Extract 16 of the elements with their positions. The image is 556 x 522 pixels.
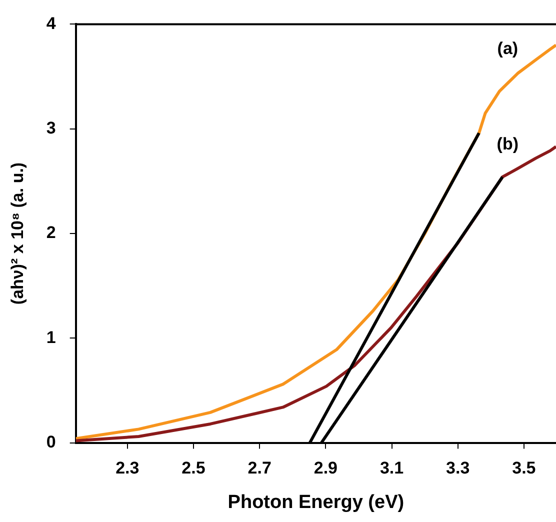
x-tick-label: 2.5: [182, 458, 206, 478]
y-tick-label: 0: [46, 432, 56, 452]
y-tick-label: 1: [46, 328, 56, 347]
y-tick-label: 4: [46, 14, 56, 33]
y-axis-title: (ahν)² x 10⁸ (a. u.): [8, 162, 27, 305]
x-axis-title: Photon Energy (eV): [228, 492, 404, 513]
series-label: (a): [497, 39, 518, 58]
y-tick-label: 3: [46, 118, 56, 138]
x-tick-label: 2.9: [314, 458, 338, 478]
x-tick-label: 3.3: [446, 458, 470, 478]
x-tick-label: 2.3: [116, 458, 140, 478]
series-label: (b): [496, 134, 519, 154]
x-tick-label: 2.7: [248, 458, 272, 478]
y-tick-label: 2: [46, 223, 56, 242]
x-tick-label: 3.1: [380, 458, 404, 478]
x-tick-label: 3.5: [512, 458, 536, 478]
